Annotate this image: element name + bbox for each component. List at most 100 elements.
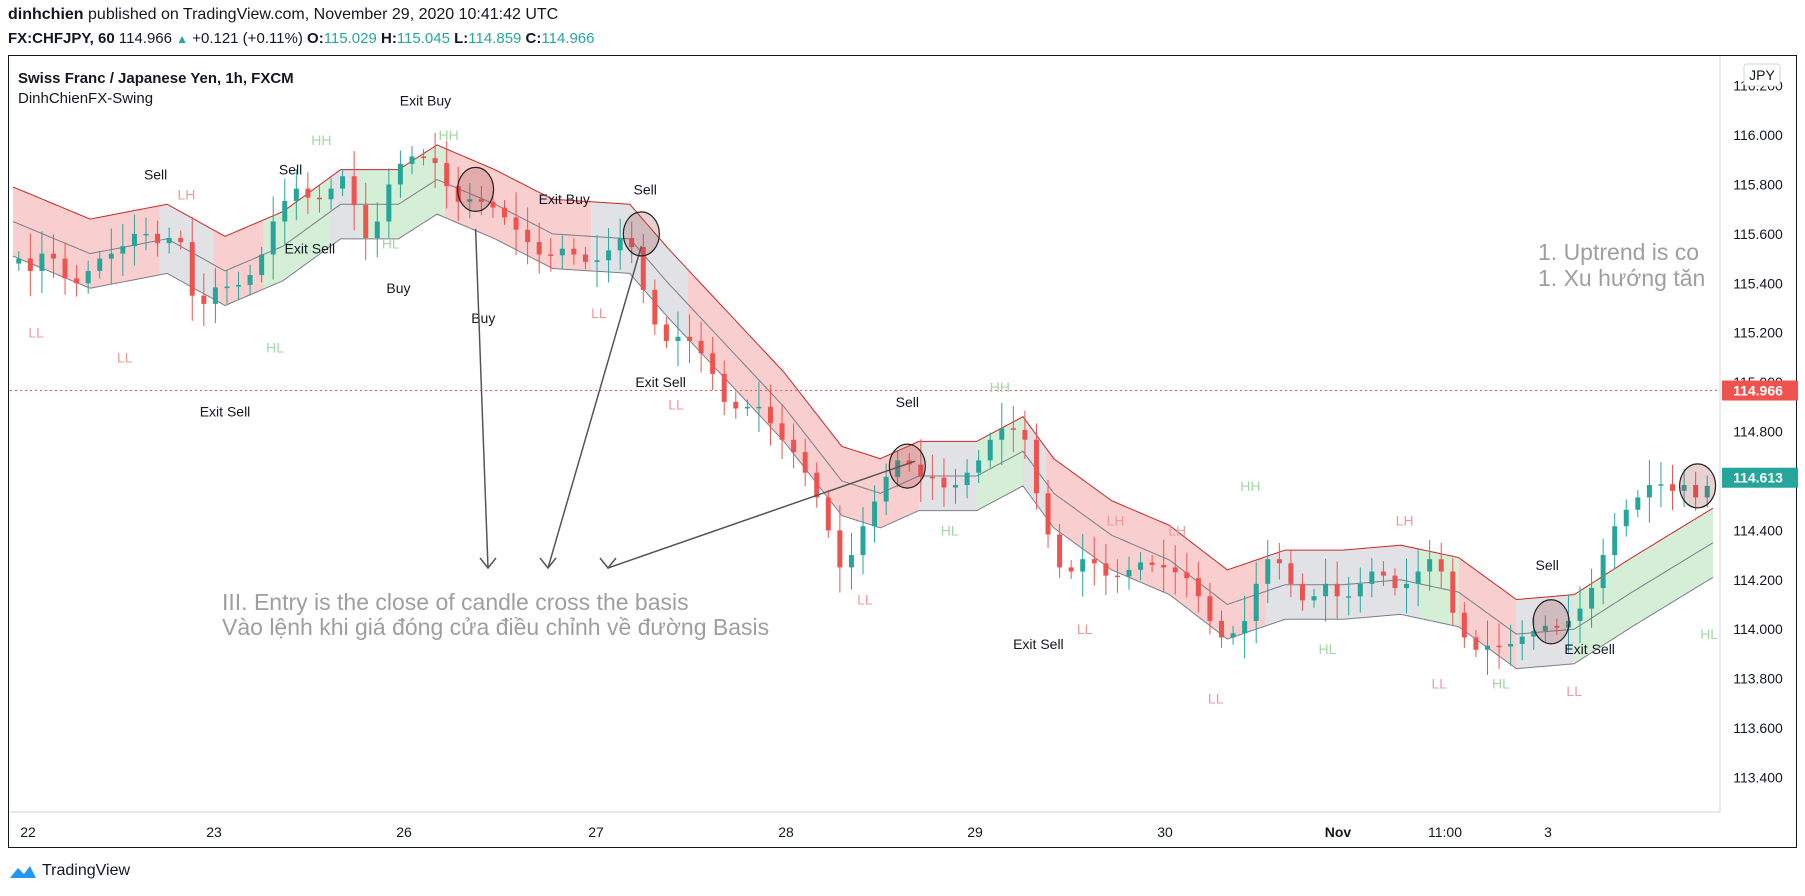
candle-body (1623, 509, 1629, 527)
candle-body (1531, 630, 1537, 637)
band-segment (159, 204, 214, 300)
candle-body (120, 246, 126, 254)
candle-body (1288, 563, 1294, 584)
candle-body (1380, 571, 1386, 576)
candle-body (1219, 620, 1225, 638)
candle-body (756, 406, 762, 409)
publish-line: dinhchien published on TradingView.com, … (8, 6, 558, 24)
arrow-head (599, 557, 617, 570)
cross-highlight (456, 166, 495, 213)
cross-highlight (1678, 463, 1717, 509)
candle-body (108, 253, 114, 259)
time-tick: 26 (396, 824, 412, 840)
indicator-name: DinhChienFX-Swing (18, 90, 153, 107)
arrow-head (479, 557, 497, 570)
candle-body (1600, 555, 1606, 588)
candle-body (1635, 497, 1641, 510)
note-uptrend: 1. Uptrend is co (1538, 239, 1699, 265)
candle-body (594, 260, 600, 262)
candle-body (50, 253, 56, 259)
candle-body (837, 530, 843, 568)
candle-body (282, 200, 288, 222)
price-tick: 116.000 (1733, 127, 1783, 143)
arrow-head (539, 557, 557, 570)
band-price-text: 114.613 (1733, 470, 1783, 486)
candle-body (1554, 625, 1560, 628)
currency-badge[interactable] (1743, 63, 1781, 87)
author[interactable]: dinhchien (8, 6, 84, 23)
candle-body (1323, 583, 1329, 597)
candle-body (1068, 567, 1074, 572)
candle-body (293, 188, 299, 201)
signal-label: Exit Sell (1013, 636, 1064, 652)
candle-body (814, 472, 820, 498)
candle-body (363, 205, 369, 238)
candle-body (490, 201, 496, 208)
candle-body (1230, 633, 1236, 638)
candle-body (1438, 559, 1444, 572)
signal-label: HL (1492, 675, 1510, 691)
candle-body (166, 238, 172, 244)
signal-label: Exit Sell (200, 404, 251, 420)
candle-body (1022, 429, 1028, 440)
candle-body (987, 439, 993, 461)
candle-body (1184, 572, 1190, 579)
candle-body (1265, 559, 1271, 584)
cross-highlight (622, 211, 660, 257)
candle-body (131, 233, 137, 247)
band-segment (263, 178, 330, 290)
candle-body (791, 439, 797, 453)
price-tick: 114.000 (1733, 621, 1783, 637)
candle-body (687, 336, 693, 341)
price-tick: 114.400 (1733, 522, 1783, 538)
last-price-badge (1722, 380, 1798, 401)
signal-label: LL (117, 349, 133, 365)
candle-body (478, 199, 484, 202)
price-tick: 115.200 (1733, 325, 1783, 341)
price-tick: 115.600 (1733, 226, 1783, 242)
price-tick: 115.800 (1733, 176, 1783, 192)
candle-body (16, 258, 22, 264)
signal-label: LL (1208, 690, 1224, 706)
candle-body (97, 258, 103, 271)
candle-body (663, 324, 669, 341)
candle-body (525, 229, 531, 243)
candle-body (825, 497, 831, 531)
candle-body (1612, 526, 1618, 556)
candle-body (62, 258, 68, 279)
candle-body (501, 207, 507, 218)
candle-body (1045, 493, 1051, 535)
candle-body (1508, 644, 1514, 647)
candle-body (617, 238, 623, 251)
candle-body (1114, 575, 1120, 578)
tradingview-logo[interactable]: TradingView (8, 862, 130, 880)
last-price: 114.966 (118, 30, 172, 47)
candle-body (1369, 571, 1375, 584)
candle-body (1207, 596, 1213, 621)
brand-text: TradingView (42, 862, 131, 879)
signal-label: LL (1077, 621, 1093, 637)
signal-label: HH (990, 379, 1010, 395)
signal-label: HH (311, 132, 331, 148)
candle-body (582, 254, 588, 262)
candle-body (536, 242, 542, 255)
candle-body (1693, 485, 1699, 498)
candle-body (1577, 608, 1583, 621)
signal-label: Sell (896, 394, 919, 410)
chart-frame[interactable] (8, 55, 1797, 848)
candle-body (1473, 637, 1479, 650)
band-segment (444, 148, 592, 271)
candle-body (305, 188, 311, 198)
candle-body (27, 258, 33, 271)
candle-body (1172, 567, 1178, 573)
candle-body (1195, 578, 1201, 597)
price-change: +0.121 (+0.11%) (192, 30, 303, 47)
time-tick: 30 (1157, 824, 1173, 840)
price-tick: 115.400 (1733, 275, 1783, 291)
candle-body (201, 295, 207, 304)
price-tick: 113.800 (1733, 671, 1783, 687)
candle-body (397, 163, 403, 185)
candle-body (918, 464, 924, 477)
candle-body (1103, 563, 1109, 576)
